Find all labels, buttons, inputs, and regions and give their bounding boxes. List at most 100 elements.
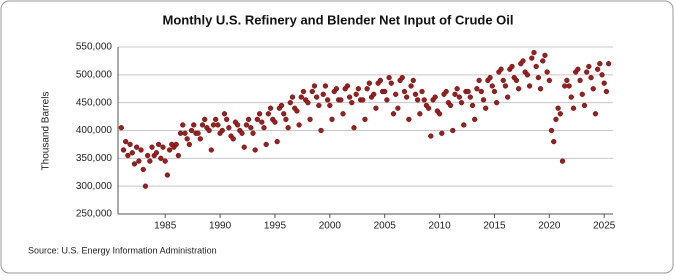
data-point <box>452 91 458 97</box>
data-point <box>386 74 392 81</box>
data-point <box>474 86 480 92</box>
y-tick-label: 250,000 <box>76 209 113 220</box>
data-point <box>259 119 265 125</box>
data-point <box>509 63 515 70</box>
data-point <box>136 158 142 164</box>
data-point <box>478 88 484 95</box>
data-point <box>245 116 252 123</box>
data-point <box>226 125 232 131</box>
data-point <box>568 94 574 100</box>
data-point <box>355 86 362 92</box>
data-point <box>278 102 285 109</box>
data-point <box>127 141 133 148</box>
data-point <box>274 138 280 145</box>
data-point <box>599 72 605 78</box>
data-point <box>502 83 509 89</box>
data-point <box>149 144 155 150</box>
data-point <box>272 119 278 125</box>
data-point <box>443 88 449 95</box>
data-point <box>224 116 230 123</box>
data-point <box>504 94 511 100</box>
data-point <box>210 122 217 128</box>
data-point <box>476 77 482 84</box>
data-point <box>120 147 127 153</box>
data-point <box>586 63 592 70</box>
data-point <box>248 125 254 131</box>
data-point <box>570 105 577 111</box>
data-point <box>500 77 506 84</box>
data-point <box>524 72 531 78</box>
data-point <box>491 88 498 95</box>
data-point <box>520 58 526 64</box>
data-point <box>551 138 557 145</box>
data-point <box>265 111 272 117</box>
data-point <box>180 122 186 128</box>
data-point <box>421 97 427 103</box>
data-point <box>414 97 421 103</box>
data-point <box>153 150 160 156</box>
data-point <box>489 83 495 89</box>
data-point <box>144 152 151 159</box>
data-point <box>118 125 124 131</box>
data-point <box>597 61 603 67</box>
data-point <box>399 74 405 81</box>
data-point <box>322 83 329 89</box>
data-point <box>261 125 267 131</box>
data-point <box>458 100 465 106</box>
data-point <box>373 105 379 111</box>
data-point <box>329 116 335 123</box>
data-point <box>221 111 228 117</box>
data-point <box>131 161 138 167</box>
data-point <box>263 141 269 148</box>
data-point <box>542 52 548 58</box>
data-point <box>123 138 129 145</box>
data-point <box>432 94 438 100</box>
data-point <box>513 77 520 84</box>
data-point <box>318 127 324 134</box>
data-point <box>406 116 412 123</box>
data-point <box>472 116 478 123</box>
data-point <box>195 130 201 136</box>
data-point <box>594 66 601 72</box>
data-point <box>461 122 467 128</box>
y-tick-label: 300,000 <box>76 181 113 192</box>
data-point <box>177 130 184 136</box>
data-point <box>138 147 144 153</box>
x-tick-label: 2025 <box>593 221 616 232</box>
data-point <box>487 74 493 81</box>
data-point <box>494 100 500 106</box>
data-point <box>158 155 164 161</box>
data-point <box>199 122 206 128</box>
data-point <box>324 97 331 103</box>
data-point <box>575 66 581 72</box>
data-point <box>239 130 245 136</box>
data-point <box>546 77 552 84</box>
data-point <box>401 88 408 95</box>
data-point <box>287 100 293 106</box>
data-point <box>566 83 572 89</box>
y-tick-label: 400,000 <box>76 125 113 136</box>
data-point <box>384 97 390 103</box>
x-tick-label: 2005 <box>374 221 397 232</box>
data-point <box>283 116 289 123</box>
data-point <box>377 77 383 84</box>
data-point <box>140 166 146 173</box>
data-point <box>285 125 291 131</box>
chart-title: Monthly U.S. Refinery and Blender Net In… <box>162 12 513 27</box>
x-tick-label: 2010 <box>428 221 451 232</box>
data-point <box>588 74 594 81</box>
data-point <box>393 91 399 97</box>
data-point <box>601 80 607 86</box>
data-point <box>305 100 311 106</box>
data-point <box>206 127 212 134</box>
data-point <box>562 83 568 89</box>
data-point <box>184 136 190 142</box>
x-tick-label: 2015 <box>483 221 506 232</box>
data-point <box>404 94 410 100</box>
data-point <box>425 105 432 111</box>
data-point <box>408 83 414 89</box>
data-point <box>480 97 487 103</box>
data-point <box>191 122 197 128</box>
data-point <box>197 136 203 142</box>
